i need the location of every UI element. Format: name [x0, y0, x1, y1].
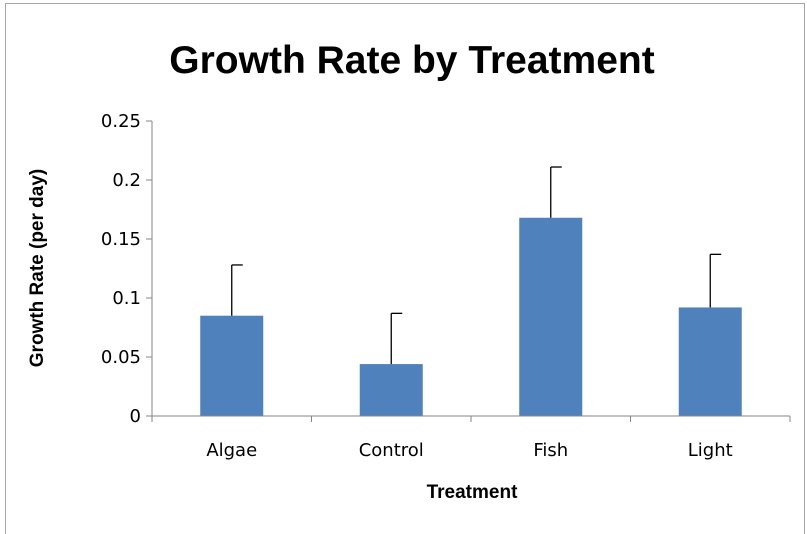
y-tick-label: 0.2 — [112, 170, 141, 191]
bar — [678, 307, 742, 416]
y-tick-label: 0.15 — [101, 229, 141, 250]
x-tick-label: Control — [359, 440, 424, 461]
x-axis: Algae Control Fish Light — [151, 415, 791, 461]
chart-title: Growth Rate by Treatment — [169, 39, 654, 82]
y-tick-label: 0.05 — [101, 347, 141, 368]
chart-frame — [5, 3, 805, 534]
x-tick-label: Algae — [206, 440, 257, 461]
error-bars — [231, 166, 722, 365]
x-tick-label: Fish — [533, 440, 568, 461]
y-tick-label: 0 — [130, 406, 141, 427]
bar — [359, 364, 423, 416]
bar — [200, 315, 264, 416]
x-tick-label: Light — [688, 440, 733, 461]
y-axis: 0 0.05 0.1 0.15 0.2 0.25 — [101, 111, 153, 427]
y-tick-label: 0.25 — [101, 111, 141, 132]
y-tick-label: 0.1 — [112, 288, 141, 309]
bar-series — [200, 217, 742, 416]
x-axis-title: Treatment — [427, 482, 518, 503]
bar — [519, 217, 583, 416]
y-axis-title: Growth Rate (per day) — [27, 169, 48, 367]
